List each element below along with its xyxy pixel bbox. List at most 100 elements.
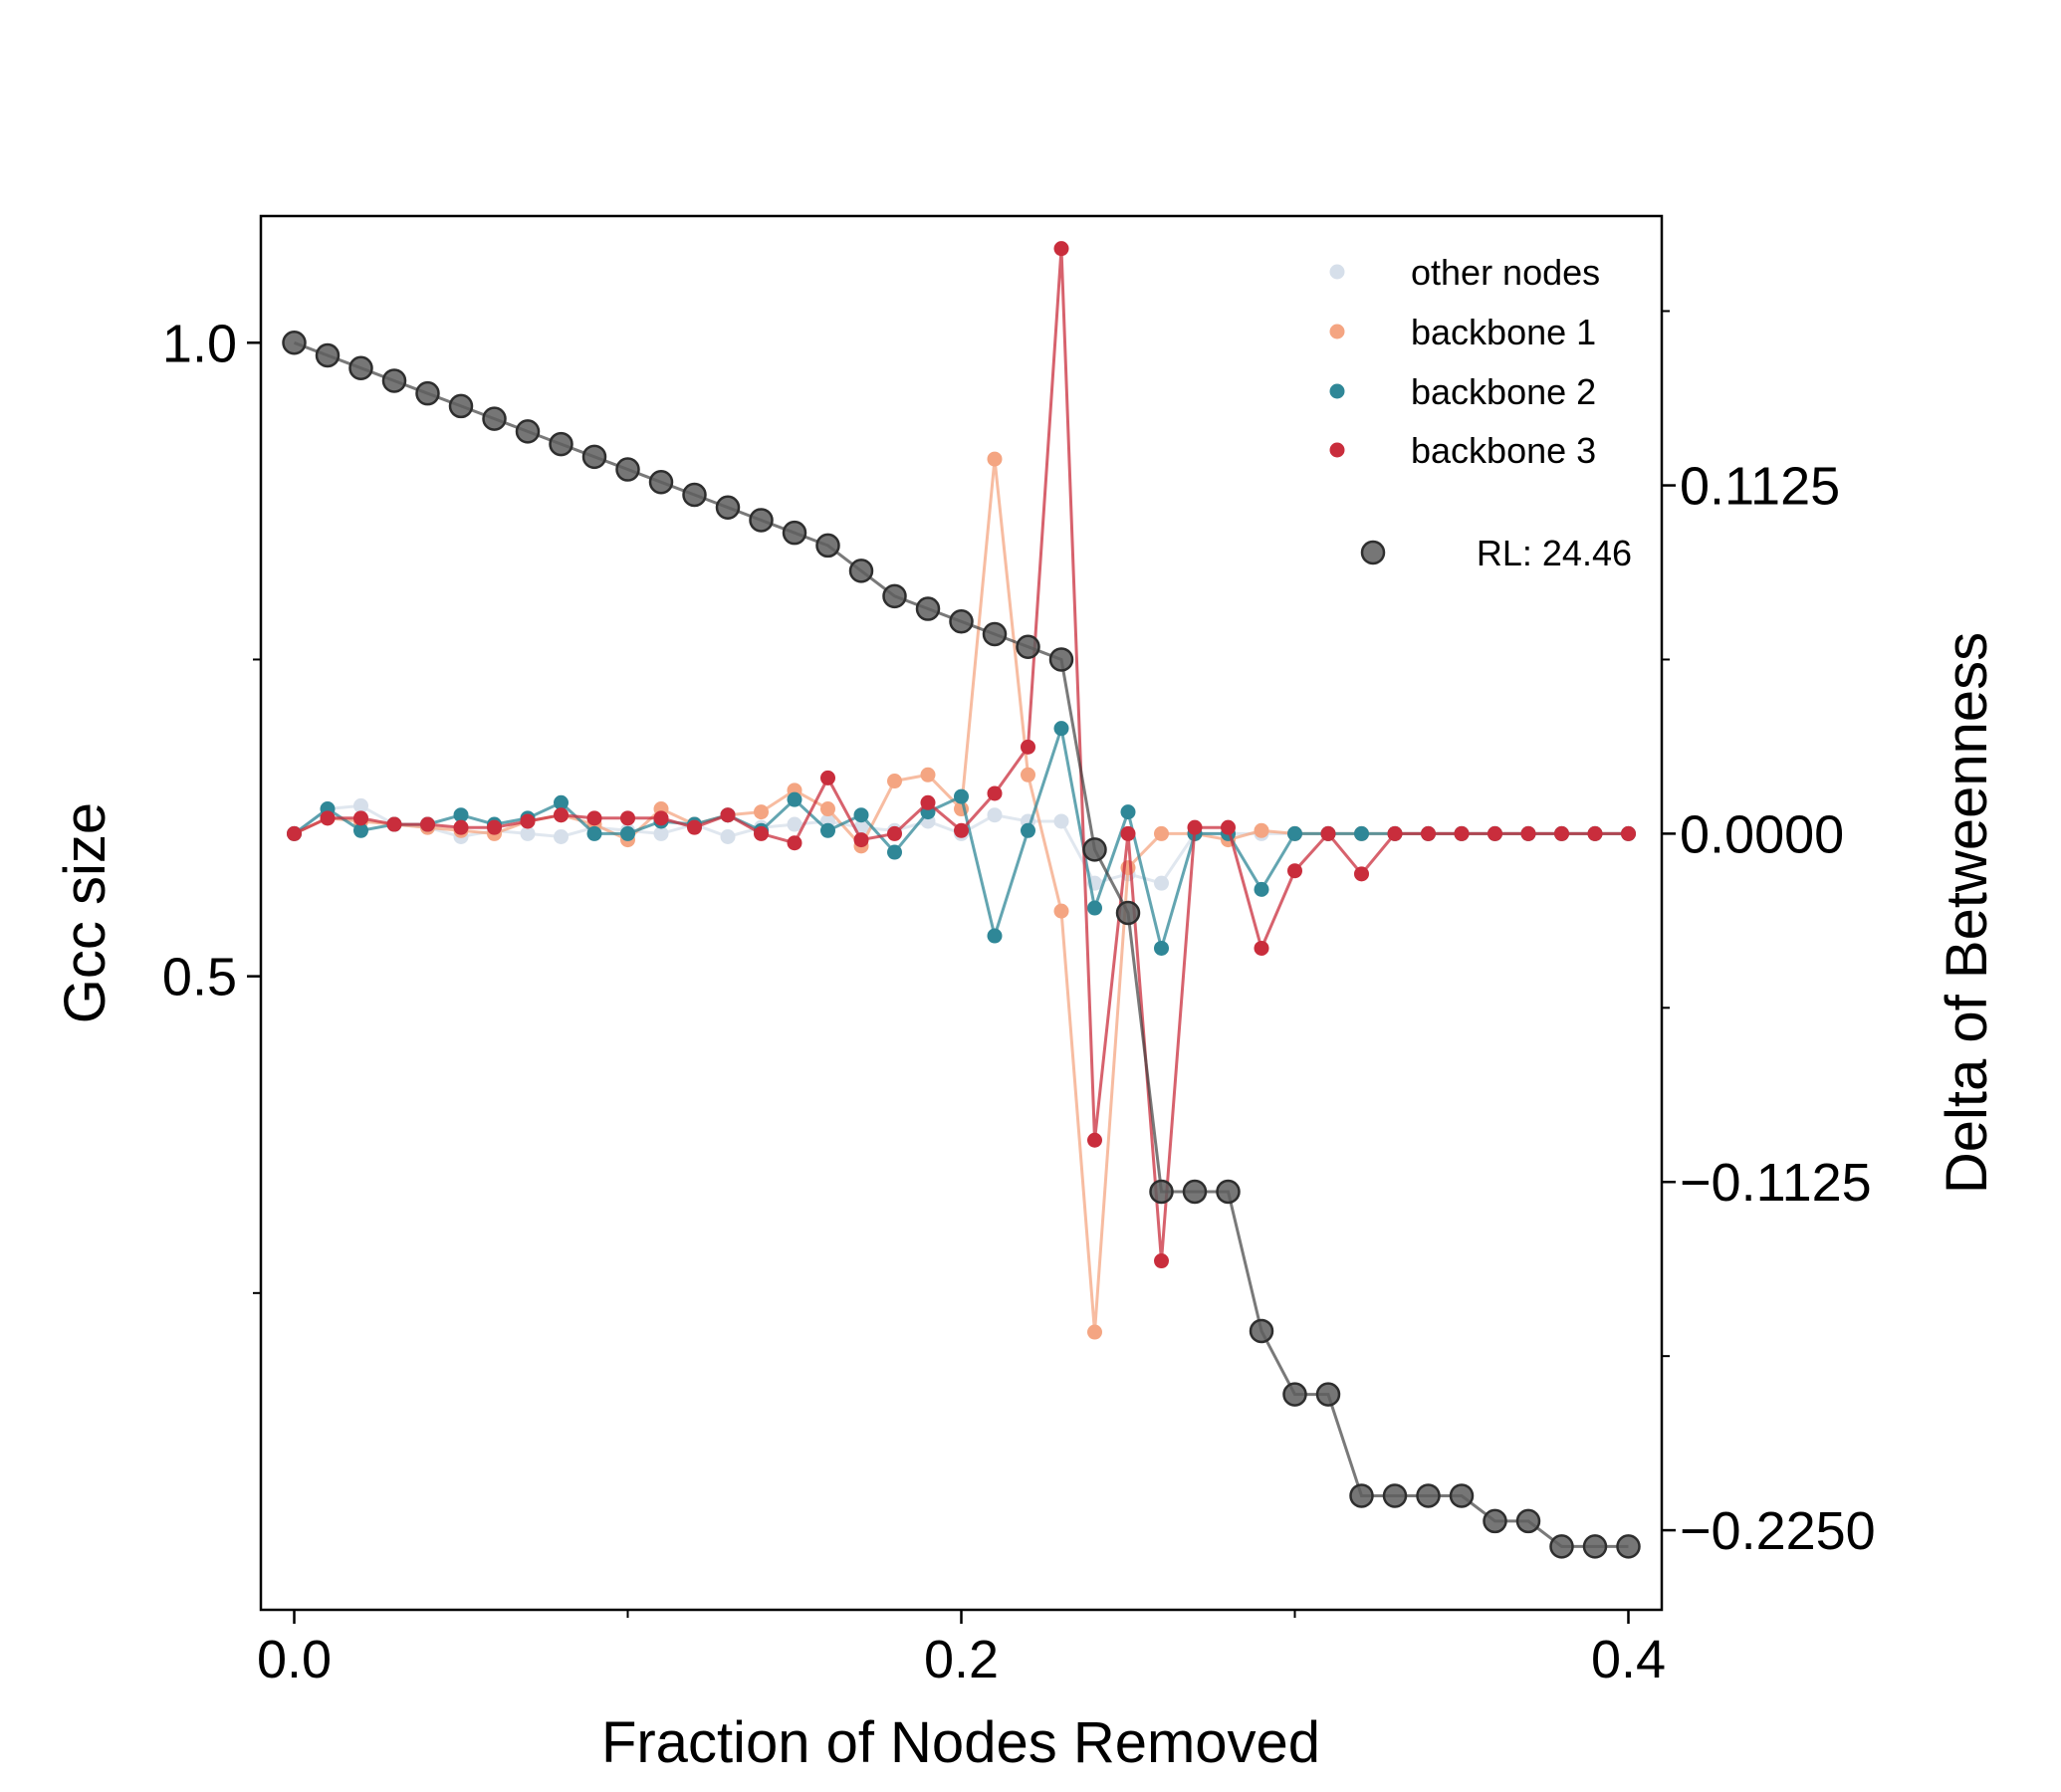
- point-bb3: [1053, 241, 1069, 257]
- point-gcc: [648, 470, 674, 495]
- point-gcc: [1449, 1483, 1475, 1508]
- point-gcc: [448, 393, 474, 419]
- point-bb2: [853, 807, 869, 823]
- legend-label-other: other nodes: [1411, 252, 1600, 293]
- point-bb3: [1154, 1253, 1169, 1269]
- point-bb1: [1053, 903, 1069, 919]
- point-gcc: [1149, 1179, 1174, 1205]
- y-left-tick-label-1: 1.0: [162, 314, 237, 373]
- point-bb1: [1087, 1324, 1102, 1340]
- point-bb3: [1520, 825, 1536, 841]
- point-gcc: [915, 596, 941, 621]
- point-bb3: [687, 819, 702, 835]
- point-gcc: [1315, 1382, 1341, 1407]
- y-axis-left-title: Gcc size: [53, 802, 117, 1023]
- point-other: [1154, 875, 1169, 891]
- point-gcc: [381, 368, 407, 393]
- series-layer: [287, 241, 1636, 1340]
- point-bb3: [1287, 863, 1302, 879]
- point-bb3: [586, 810, 602, 826]
- point-gcc: [815, 533, 840, 559]
- point-gcc: [715, 495, 741, 520]
- point-bb3: [1488, 825, 1502, 841]
- point-bb3: [554, 807, 569, 823]
- point-bb3: [1354, 866, 1369, 882]
- point-bb3: [1421, 825, 1436, 841]
- point-gcc: [1349, 1483, 1374, 1508]
- point-gcc: [1249, 1318, 1274, 1344]
- point-gcc: [1216, 1179, 1241, 1205]
- point-bb2: [586, 825, 602, 841]
- legend-entry-other: other nodes: [1329, 252, 1600, 293]
- point-bb3: [653, 810, 669, 826]
- point-gcc: [682, 482, 707, 508]
- point-gcc: [1549, 1534, 1574, 1559]
- point-bb2: [987, 928, 1003, 944]
- point-bb3: [1254, 940, 1269, 956]
- point-bb3: [520, 813, 536, 829]
- point-bb3: [954, 822, 969, 838]
- point-gcc: [482, 406, 507, 431]
- point-bb2: [453, 807, 469, 823]
- gcc-layer: [282, 331, 1641, 1559]
- legend-entry-gcc: RL: 24.46: [1360, 533, 1632, 573]
- y-right-tick-label-0: 0.1125: [1680, 457, 1840, 517]
- point-gcc: [1515, 1508, 1541, 1534]
- point-gcc: [315, 342, 341, 368]
- point-gcc: [415, 380, 440, 406]
- point-gcc: [982, 621, 1008, 647]
- point-bb3: [620, 810, 635, 826]
- y-right-tick-label-2: −0.1125: [1680, 1153, 1872, 1213]
- point-bb2: [787, 791, 802, 807]
- point-bb2: [1021, 822, 1035, 838]
- point-other: [720, 829, 736, 845]
- point-bb1: [1021, 767, 1035, 783]
- y-right-tick-label-3: −0.2250: [1680, 1501, 1876, 1561]
- y-axis-right-title: Delta of Betweenness: [1935, 632, 1999, 1194]
- point-bb3: [320, 810, 336, 826]
- point-gcc: [615, 457, 640, 482]
- point-bb1: [987, 451, 1003, 467]
- legend-marker-gcc: [1360, 540, 1386, 565]
- point-bb3: [1221, 819, 1236, 835]
- point-gcc: [282, 331, 307, 355]
- point-gcc: [1282, 1382, 1307, 1407]
- legend: other nodes backbone 1 backbone 2 backbone …: [1329, 252, 1632, 573]
- point-bb1: [887, 774, 902, 789]
- legend-marker-bb2: [1329, 383, 1345, 399]
- point-bb3: [386, 816, 402, 832]
- point-bb3: [487, 819, 502, 835]
- point-bb2: [887, 844, 902, 860]
- y-left-tick-label-0: 0.5: [162, 948, 237, 1008]
- point-bb1: [820, 801, 835, 817]
- point-bb3: [754, 825, 769, 841]
- y-right-tick-label-1: 0.0000: [1680, 804, 1844, 864]
- point-other: [787, 816, 802, 832]
- point-bb3: [1021, 739, 1035, 755]
- point-gcc: [1382, 1483, 1408, 1508]
- legend-label-bb2: backbone 2: [1411, 371, 1596, 412]
- x-tick-label-0: 0.0: [257, 1630, 332, 1689]
- series-bb3: [287, 241, 1636, 1269]
- point-bb3: [720, 807, 736, 823]
- point-bb2: [1254, 881, 1269, 897]
- legend-marker-bb3: [1329, 442, 1345, 458]
- legend-entry-bb1: backbone 1: [1329, 312, 1596, 352]
- legend-marker-bb1: [1329, 324, 1345, 339]
- point-bb3: [887, 825, 902, 841]
- point-bb3: [1087, 1132, 1102, 1148]
- point-gcc: [1082, 837, 1107, 862]
- point-gcc: [1016, 634, 1040, 659]
- point-other: [1053, 813, 1069, 829]
- point-other: [520, 825, 536, 841]
- point-bb3: [1454, 825, 1470, 841]
- legend-entry-bb2: backbone 2: [1329, 371, 1596, 412]
- x-tick-label-1: 0.2: [924, 1630, 999, 1689]
- x-tick-label-2: 0.4: [1591, 1630, 1666, 1689]
- point-bb2: [820, 822, 835, 838]
- point-gcc: [1582, 1534, 1608, 1559]
- x-axis-title: Fraction of Nodes Removed: [601, 1710, 1320, 1775]
- point-gcc: [1182, 1179, 1208, 1205]
